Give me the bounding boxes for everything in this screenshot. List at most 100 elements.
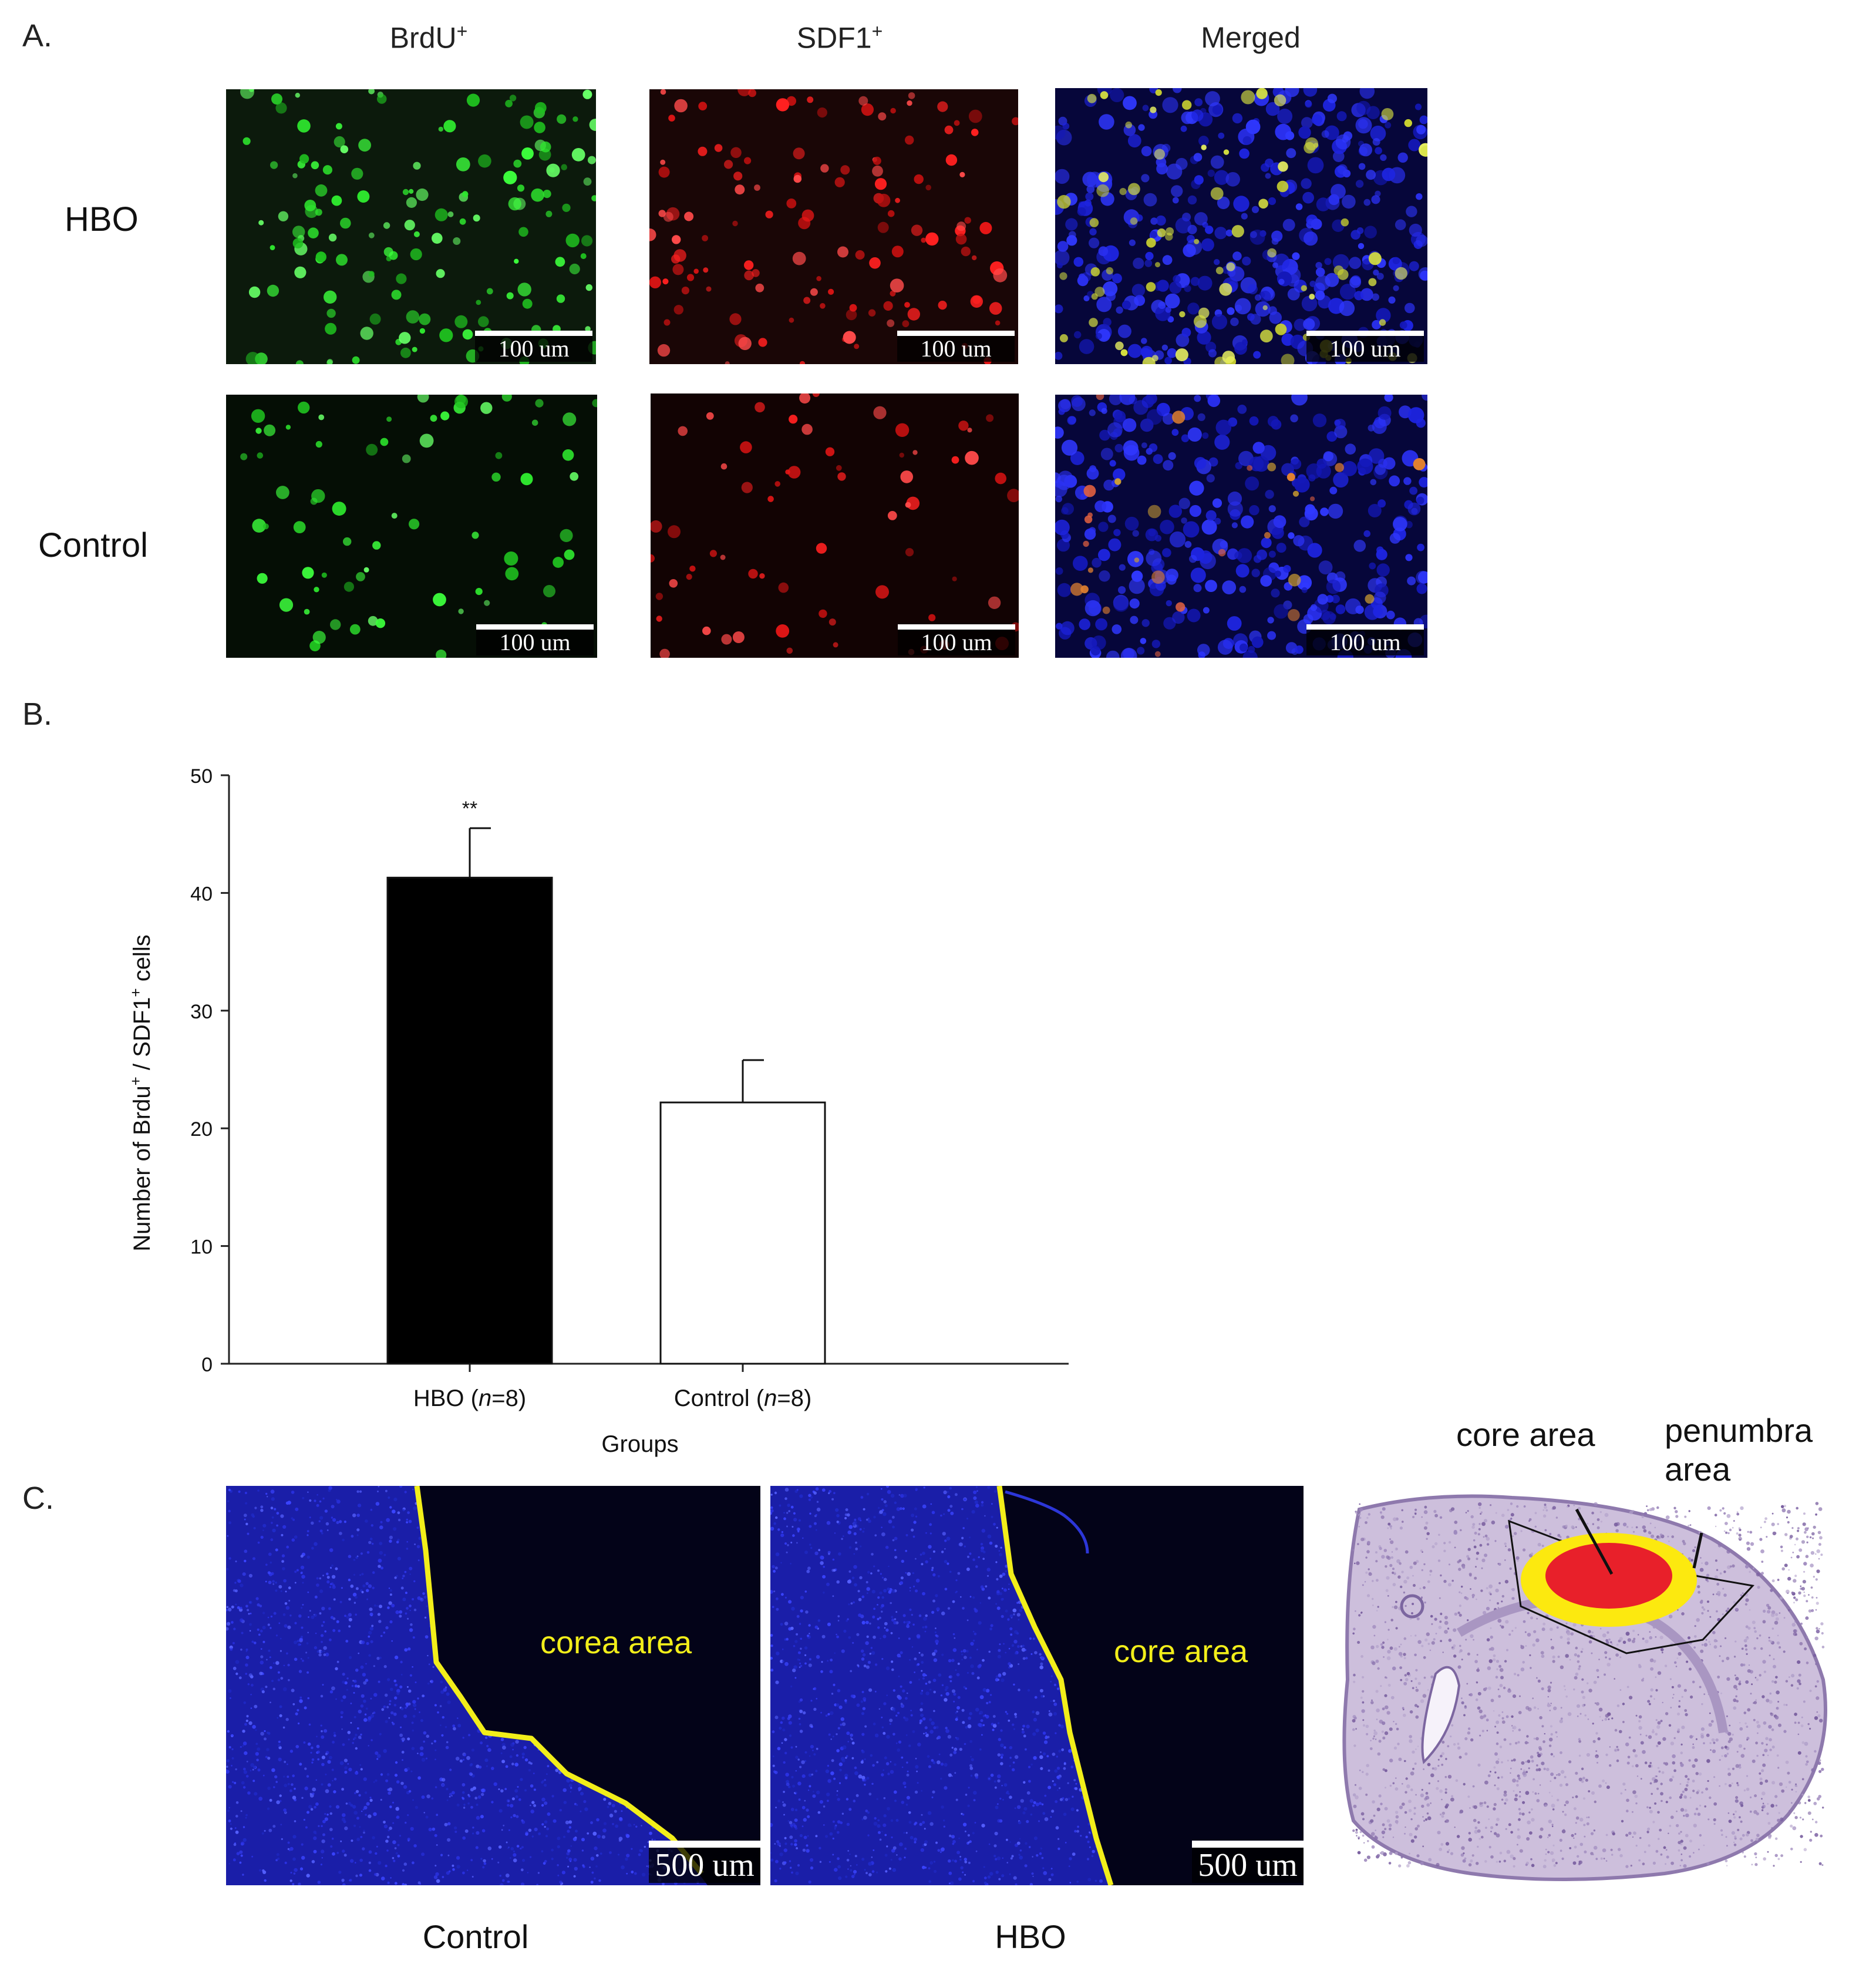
cell-dot <box>415 1805 419 1809</box>
cell-dot <box>443 1688 447 1692</box>
cell-dot <box>1372 293 1379 301</box>
cell-dot <box>350 1859 354 1863</box>
cell-dot <box>1179 311 1185 318</box>
cell-dot <box>1265 490 1274 499</box>
cell-dot <box>1086 467 1099 480</box>
cell-dot <box>245 352 260 364</box>
cell-dot <box>780 1721 783 1724</box>
cell-dot <box>1133 257 1144 269</box>
cell-dot <box>949 1881 954 1885</box>
cell-dot <box>1377 499 1386 508</box>
cell-dot <box>1368 278 1377 287</box>
cell-dot <box>442 1716 444 1719</box>
cell-dot <box>299 154 309 164</box>
cell-dot <box>964 1830 966 1832</box>
cell-dot <box>388 1496 390 1499</box>
cell-dot <box>559 1881 563 1884</box>
cell-dot <box>925 1614 928 1617</box>
cell-dot <box>922 1677 925 1680</box>
cell-dot <box>873 1516 876 1519</box>
cell-dot <box>530 1809 534 1814</box>
cell-dot <box>524 1758 528 1762</box>
cell-dot <box>1018 1854 1020 1856</box>
cell-dot <box>956 1737 959 1741</box>
cell-dot <box>1158 301 1166 310</box>
cell-dot <box>226 1759 230 1763</box>
cell-dot <box>858 1774 863 1779</box>
cell-dot <box>801 1774 806 1778</box>
cell-dot <box>776 98 790 112</box>
cell-dot <box>590 1856 595 1861</box>
cell-dot <box>895 1819 899 1822</box>
cell-dot <box>307 1632 309 1633</box>
cell-dot <box>960 1866 964 1869</box>
cell-dot <box>411 1747 415 1750</box>
cell-dot <box>934 1631 937 1633</box>
cell-dot <box>486 1744 489 1748</box>
bar-hbo <box>386 876 553 1365</box>
cell-dot <box>226 1765 228 1768</box>
cell-dot <box>878 1708 881 1710</box>
cell-dot <box>266 1659 268 1661</box>
cell-dot <box>662 1882 665 1885</box>
cell-dot <box>563 1788 567 1792</box>
cell-dot <box>267 1616 270 1619</box>
cell-dot <box>1205 580 1217 592</box>
cell-dot <box>274 1508 277 1511</box>
cell-dot <box>871 1782 874 1785</box>
cell-dot <box>592 399 597 408</box>
cell-dot <box>531 419 538 426</box>
cell-dot <box>371 1542 374 1545</box>
cell-dot <box>245 1656 250 1660</box>
cell-dot <box>294 1657 298 1661</box>
cell-dot <box>631 1848 633 1850</box>
cell-dot <box>1119 395 1136 405</box>
cell-dot <box>804 1590 807 1593</box>
cell-dot <box>353 1716 356 1718</box>
cell-dot <box>572 1837 577 1841</box>
cell-dot <box>334 1778 337 1781</box>
cell-dot <box>925 232 939 246</box>
cell-dot <box>1303 88 1318 97</box>
cell-dot <box>866 1635 869 1638</box>
cell-dot <box>1070 1765 1074 1768</box>
cell-dot <box>270 1506 274 1509</box>
cell-dot <box>278 211 289 221</box>
cell-dot <box>1181 517 1187 524</box>
cell-dot <box>270 1538 274 1542</box>
cell-dot <box>938 301 947 310</box>
cell-dot <box>1189 554 1197 563</box>
cell-dot <box>321 1606 325 1611</box>
cell-dot <box>361 1640 365 1644</box>
cell-dot <box>283 1664 285 1666</box>
cell-dot <box>242 1745 244 1747</box>
cell-dot <box>808 1498 811 1501</box>
cell-dot <box>299 1637 303 1642</box>
cell-dot <box>402 454 411 463</box>
cell-dot <box>553 557 564 568</box>
cell-dot <box>409 1605 412 1607</box>
cell-dot <box>520 1847 522 1850</box>
cell-dot <box>240 1606 243 1609</box>
cell-dot <box>537 1872 540 1874</box>
cell-dot <box>993 1844 997 1848</box>
cell-dot <box>311 1860 315 1864</box>
cell-dot <box>841 1812 844 1815</box>
cell-dot <box>446 1741 449 1744</box>
cell-dot <box>332 1741 335 1744</box>
cell-dot <box>1130 217 1138 225</box>
cell-dot <box>412 1598 415 1600</box>
cell-dot <box>304 608 310 615</box>
cell-dot <box>897 1711 900 1714</box>
cell-dot <box>352 1742 354 1744</box>
cell-dot <box>1119 564 1126 571</box>
cell-dot <box>336 1499 341 1504</box>
cell-dot <box>264 1737 267 1741</box>
cell-dot <box>1102 606 1110 614</box>
cell-dot <box>300 1565 305 1570</box>
row-header-hbo: HBO <box>65 200 139 238</box>
cell-dot <box>1227 616 1242 631</box>
cell-dot <box>1369 562 1376 570</box>
cell-dot <box>1148 529 1156 537</box>
cell-dot <box>432 1827 436 1831</box>
